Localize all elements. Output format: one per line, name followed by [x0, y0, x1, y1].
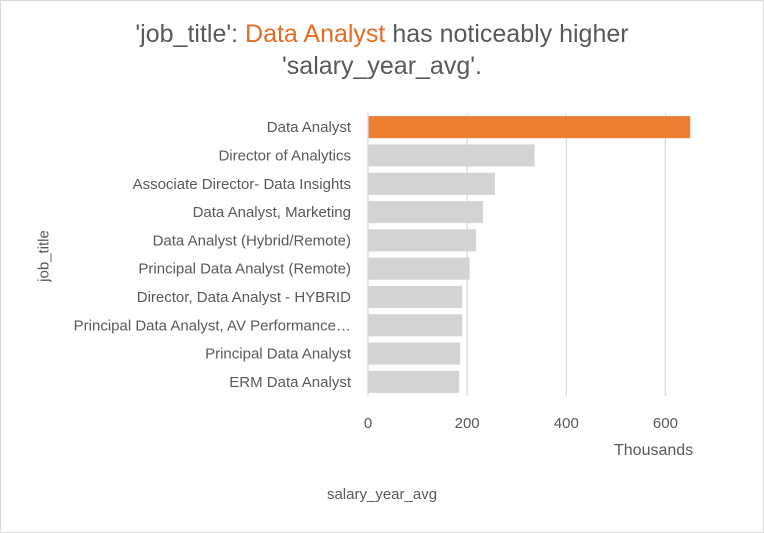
category-label-3: Associate Director- Data Insights — [133, 176, 351, 193]
chart-title: 'job_title': Data Analyst has noticeably… — [40, 18, 724, 82]
category-label-10: ERM Data Analyst — [229, 374, 352, 391]
bar-2 — [368, 144, 535, 167]
category-label-8: Principal Data Analyst, AV Performance… — [74, 317, 351, 334]
chart-title-highlight: Data Analyst — [245, 20, 386, 48]
bar-10 — [368, 370, 460, 393]
bar-9 — [368, 342, 461, 365]
category-label-2: Director of Analytics — [218, 147, 351, 164]
category-label-1: Data Analyst — [267, 119, 352, 136]
x-axis-title: salary_year_avg — [326, 486, 438, 503]
bar-5 — [368, 229, 477, 252]
x-tick-label-600: 600 — [653, 415, 678, 432]
bar-6 — [368, 257, 470, 280]
category-label-6: Principal Data Analyst (Remote) — [138, 261, 351, 278]
x-tick-label-400: 400 — [554, 415, 579, 432]
bar-4 — [368, 201, 484, 224]
category-label-9: Principal Data Analyst — [205, 346, 352, 363]
bar-7 — [368, 285, 463, 308]
bar-1 — [368, 116, 691, 139]
category-label-5: Data Analyst (Hybrid/Remote) — [153, 232, 351, 249]
x-axis-units-label: Thousands — [614, 442, 694, 459]
chart-title-suffix: 'salary_year_avg'. — [282, 52, 482, 80]
y-axis-title: job_title — [35, 230, 53, 282]
category-label-7: Director, Data Analyst - HYBRID — [137, 289, 351, 306]
chart-title-middle: has noticeably higher — [385, 20, 629, 48]
x-tick-label-200: 200 — [455, 415, 480, 432]
x-tick-label-0: 0 — [364, 415, 372, 432]
bar-3 — [368, 172, 495, 195]
chart-title-prefix: 'job_title': — [135, 20, 246, 48]
category-label-4: Data Analyst, Marketing — [193, 204, 351, 221]
bar-8 — [368, 314, 463, 337]
